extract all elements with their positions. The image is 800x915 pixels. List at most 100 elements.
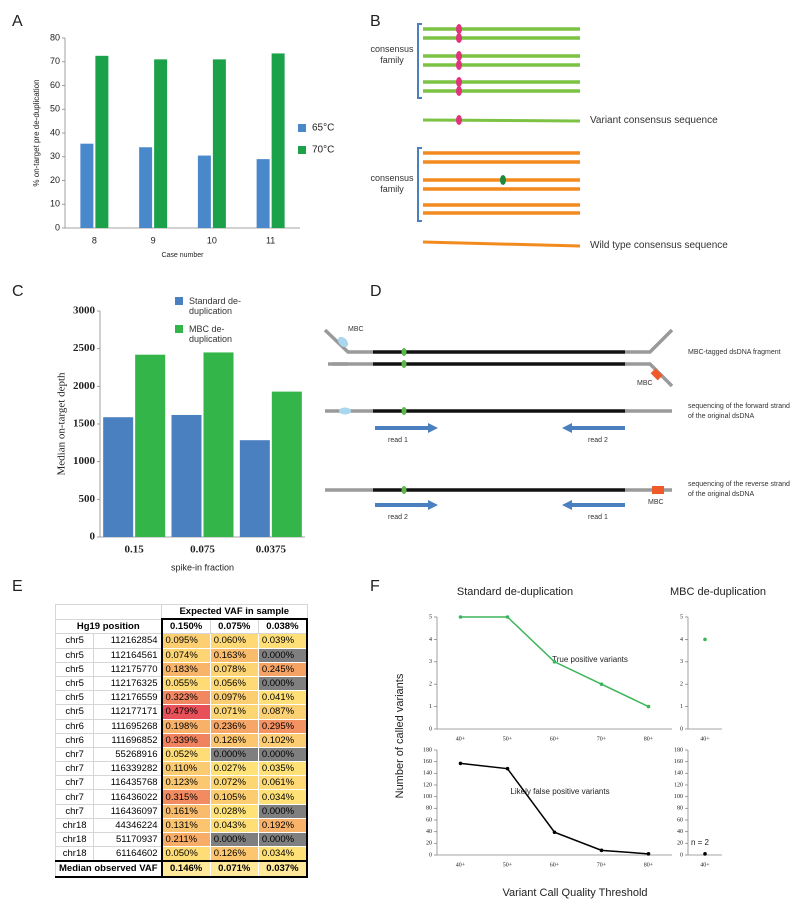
x-tick-label: 70+: [597, 736, 607, 742]
table-row: chr6 111695268 0.198% 0.236% 0.295%: [54, 718, 308, 734]
table-cell: 0.000%: [257, 803, 308, 819]
y-tick-label: 80: [426, 806, 432, 812]
table-row: chr6 111696852 0.339% 0.126% 0.102%: [54, 732, 308, 748]
y-tick-label: 60: [426, 817, 432, 823]
bar: [95, 55, 109, 228]
table-cell: 0.034%: [257, 789, 308, 805]
legend-label: MBC de-duplication: [189, 324, 233, 344]
table-cell: 112176325: [93, 675, 163, 692]
x-axis-label: Case number: [161, 252, 204, 259]
x-tick-label: 0.15: [125, 544, 145, 556]
y-tick-label: 3: [680, 659, 683, 665]
table-cell: 55268916: [93, 746, 163, 763]
table-cell: 44346224: [93, 817, 163, 834]
table-cell: chr7: [54, 775, 95, 791]
table-cell: 0.131%: [160, 817, 211, 834]
y-tick-label: 40: [50, 127, 60, 137]
table-cell: 0.027%: [209, 761, 259, 777]
diagram-label: read 2: [588, 437, 608, 444]
table-cell: 112176559: [93, 690, 163, 706]
table-cell: chr18: [54, 831, 95, 848]
diagram-label: sequencing of the forward strand of the …: [688, 403, 790, 420]
table-cell: 0.060%: [209, 633, 259, 649]
y-tick-label: 180: [674, 747, 683, 753]
legend-label: 70°C: [312, 145, 334, 156]
table-cell: chr5: [54, 661, 95, 677]
table-cell: 0.102%: [257, 732, 308, 748]
table-cell: 0.126%: [209, 732, 259, 748]
table-cell: chr7: [54, 746, 95, 763]
y-tick-label: 1500: [73, 418, 96, 430]
table-cell: 0.041%: [257, 690, 308, 706]
point: [646, 852, 651, 856]
table-row: chr7 116436097 0.161% 0.028% 0.000%: [54, 803, 308, 819]
x-tick-label: 80+: [644, 862, 654, 868]
chart-title: MBC de-duplication: [670, 586, 766, 598]
legend-swatch: [298, 146, 306, 154]
point: [552, 830, 557, 835]
table-cell: 0.097%: [209, 690, 259, 706]
table-cell: Hg19 position: [54, 618, 163, 635]
table-cell: 0.087%: [257, 704, 308, 720]
table-cell: 0.000%: [209, 831, 259, 848]
table-cell: 0.192%: [257, 817, 308, 834]
y-tick-label: 3000: [73, 305, 96, 317]
table-cell: 112162854: [93, 633, 163, 649]
table-cell: 111695268: [93, 718, 163, 734]
y-axis-label: Number of called variants: [394, 673, 406, 798]
table-row: Hg19 position 0.150% 0.075% 0.038%: [54, 618, 308, 635]
table-cell: 0.074%: [160, 647, 211, 663]
table-cell: 0.095%: [160, 633, 211, 649]
y-tick-label: 500: [79, 493, 96, 505]
bar: [154, 59, 168, 228]
table-cell: 51170937: [93, 831, 163, 848]
x-tick-label: 40+: [456, 736, 466, 742]
y-tick-label: 5: [680, 614, 683, 620]
panel-letter: A: [12, 13, 23, 30]
panel-letter: B: [370, 13, 381, 30]
table-cell: chr7: [54, 803, 95, 819]
table-cell: 0.161%: [160, 803, 211, 819]
diagram-label: consensus family: [370, 44, 414, 65]
table-row: chr5 112177171 0.479% 0.071% 0.087%: [54, 704, 308, 720]
table-cell: 111696852: [93, 732, 163, 748]
table-cell: 0.236%: [209, 718, 259, 734]
chart-title: Standard de-duplication: [457, 586, 573, 598]
table-cell: chr5: [54, 704, 95, 720]
y-axis-label: % on-target pre de-duplication: [32, 79, 41, 186]
y-tick-label: 0: [55, 222, 60, 232]
table-cell: 0.052%: [160, 746, 211, 763]
bar: [239, 440, 270, 537]
table-row: Median observed VAF 0.146% 0.071% 0.037%: [54, 860, 308, 878]
table-row: chr7 116436022 0.315% 0.105% 0.034%: [54, 789, 308, 805]
y-tick-label: 3: [429, 659, 432, 665]
diagram-label: MBC: [637, 380, 653, 387]
y-tick-label: 1: [429, 704, 432, 710]
table-cell: 0.000%: [257, 675, 308, 692]
bar: [212, 59, 226, 228]
diagram-label: Variant consensus sequence: [590, 115, 718, 126]
table-cell: 0.037%: [257, 860, 308, 878]
y-tick-label: 80: [50, 32, 60, 42]
y-tick-label: 40: [677, 829, 683, 835]
table-cell: Expected VAF in sample: [161, 604, 308, 620]
point: [552, 660, 557, 664]
bar: [203, 352, 234, 537]
diagram-label: read 2: [388, 514, 408, 521]
y-tick-label: 160: [423, 759, 432, 765]
table-cell: 0.105%: [209, 789, 259, 805]
point: [458, 615, 463, 619]
diagram-label: Wild type consensus sequence: [590, 240, 728, 251]
x-tick-label: 50+: [503, 862, 513, 868]
table-row: chr7 116435768 0.123% 0.072% 0.061%: [54, 775, 308, 791]
table-cell: 0.146%: [160, 860, 211, 878]
y-tick-label: 40: [426, 829, 432, 835]
table-row: chr7 116339282 0.110% 0.027% 0.035%: [54, 761, 308, 777]
table-cell: 0.072%: [209, 775, 259, 791]
table-cell: 0.075%: [209, 618, 259, 635]
line: [460, 762, 649, 855]
table-cell: 0.315%: [160, 789, 211, 805]
y-tick-label: 0: [680, 726, 683, 732]
legend-swatch: [175, 325, 183, 333]
